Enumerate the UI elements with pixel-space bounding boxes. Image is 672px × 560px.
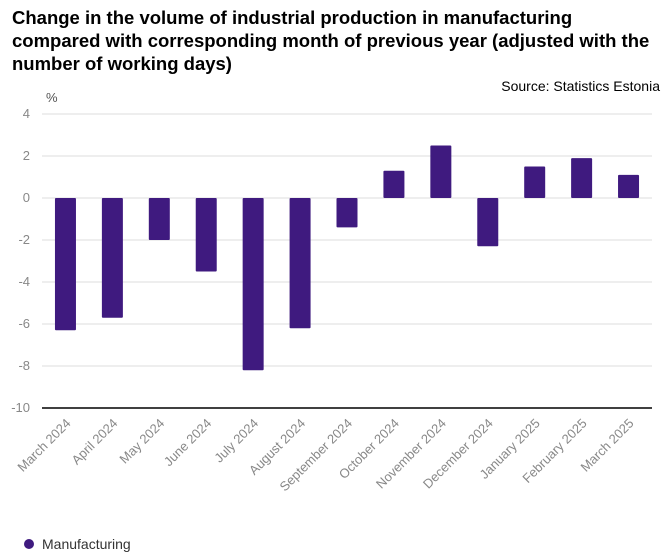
bar	[148, 198, 170, 240]
bar	[477, 198, 499, 247]
legend-label: Manufacturing	[42, 536, 131, 552]
bar	[242, 198, 264, 371]
x-tick-label: June 2024	[161, 416, 215, 470]
y-axis-ticks: 4 2 0 -2 -4 -6 -8 -10	[11, 106, 30, 415]
legend[interactable]: Manufacturing	[24, 536, 131, 552]
y-tick-label: 2	[23, 148, 30, 163]
bar	[101, 198, 123, 318]
y-tick-label: 0	[23, 190, 30, 205]
y-tick-label: -6	[18, 316, 30, 331]
y-tick-label: -4	[18, 274, 30, 289]
bars	[54, 145, 640, 371]
x-tick-label: March 2024	[14, 416, 73, 475]
x-tick-label: April 2024	[69, 416, 121, 468]
y-tick-label: -8	[18, 358, 30, 373]
bar	[383, 170, 405, 198]
y-axis-unit-label: %	[46, 90, 58, 105]
bar	[524, 166, 546, 198]
y-tick-label: 4	[23, 106, 30, 121]
bar	[618, 174, 640, 198]
source-note: Source: Statistics Estonia	[501, 78, 660, 94]
bar	[571, 158, 593, 198]
bar	[195, 198, 217, 272]
y-tick-label: -10	[11, 400, 30, 415]
gridlines	[42, 113, 652, 409]
y-tick-label: -2	[18, 232, 30, 247]
legend-swatch	[24, 539, 34, 549]
bar	[54, 198, 76, 331]
bar	[430, 145, 452, 198]
bar	[336, 198, 358, 228]
bar	[289, 198, 311, 329]
chart-title: Change in the volume of industrial produ…	[12, 7, 650, 74]
